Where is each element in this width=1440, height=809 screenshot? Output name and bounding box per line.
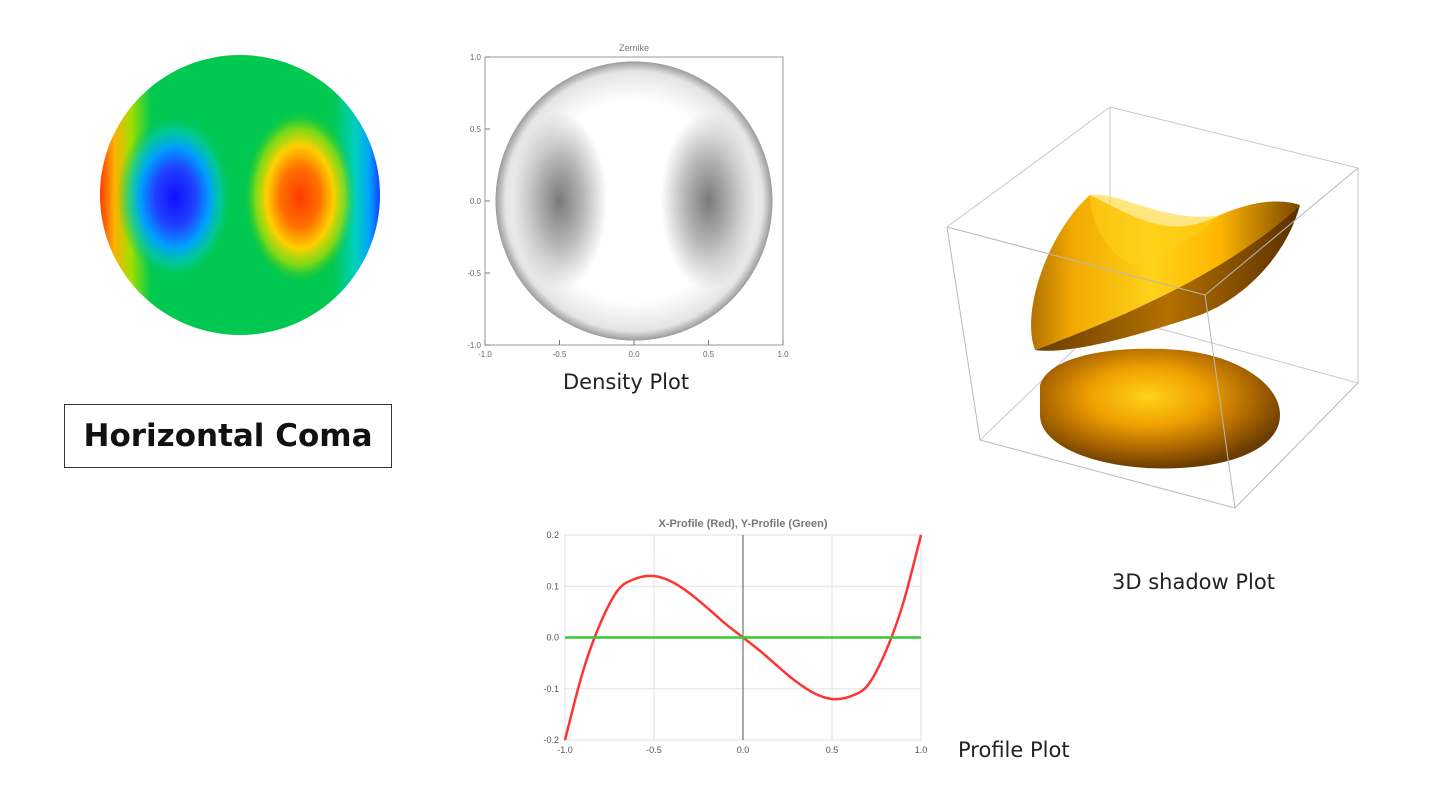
profile-y-tick-label: 0.2 bbox=[546, 530, 559, 540]
profile-title: X-Profile (Red), Y-Profile (Green) bbox=[658, 518, 827, 530]
colormap-plot bbox=[100, 55, 380, 335]
profile-caption: Profile Plot bbox=[958, 738, 1070, 762]
upper-sheet-hump bbox=[1090, 194, 1220, 265]
lower-sheet bbox=[1040, 348, 1280, 469]
density-y-tick-label: -0.5 bbox=[467, 269, 481, 278]
density-x-tick-label: 0.0 bbox=[628, 350, 640, 359]
density-field bbox=[495, 61, 773, 341]
profile-x-tick-label: 0.5 bbox=[826, 745, 839, 755]
density-caption: Density Plot bbox=[563, 370, 690, 394]
density-y-tick-label: -1.0 bbox=[467, 341, 481, 350]
density-title: Zernike bbox=[619, 43, 649, 53]
profile-x-tick-label: 1.0 bbox=[915, 745, 928, 755]
upper-sheet-underside bbox=[1035, 205, 1300, 351]
box-front-edges bbox=[946, 167, 1359, 509]
density-x-tick-label: -1.0 bbox=[478, 350, 492, 359]
profile-x-tick-label: -1.0 bbox=[557, 745, 573, 755]
density-x-tick-label: 0.5 bbox=[703, 350, 715, 359]
profile-plot: -1.0 -0.5 0.0 0.5 1.0 0.2 0.1 0.0 -0.1 -0.2 X-Prof… bbox=[543, 518, 928, 755]
profile-y-tick-label: 0.0 bbox=[546, 633, 559, 643]
density-lobe-left bbox=[511, 111, 608, 291]
shadow3d-caption: 3D shadow Plot bbox=[1112, 570, 1275, 594]
colormap-maximum-lobe bbox=[244, 111, 356, 283]
page-title: Horizontal Coma bbox=[64, 404, 392, 468]
density-x-tick-label: -0.5 bbox=[553, 350, 567, 359]
shadow3d-plot bbox=[946, 106, 1359, 509]
profile-x-tick-label: 0.0 bbox=[737, 745, 750, 755]
upper-sheet bbox=[1031, 195, 1300, 350]
profile-y-tick-label: -0.2 bbox=[543, 735, 559, 745]
colormap-minimum-lobe bbox=[117, 113, 233, 281]
profile-x-tick-label: -0.5 bbox=[646, 745, 662, 755]
density-y-tick-label: 1.0 bbox=[470, 53, 482, 62]
density-plot: -1.0 -0.5 0.0 0.5 1.0 1.0 0.5 0.0 -0.5 -1.0 Zernik… bbox=[467, 43, 789, 359]
density-x-tick-label: 1.0 bbox=[777, 350, 789, 359]
profile-y-tick-label: -0.1 bbox=[543, 684, 559, 694]
density-y-tick-label: 0.0 bbox=[470, 197, 482, 206]
density-lobe-right bbox=[660, 111, 757, 291]
density-y-tick-label: 0.5 bbox=[470, 125, 482, 134]
profile-y-tick-label: 0.1 bbox=[546, 581, 559, 591]
